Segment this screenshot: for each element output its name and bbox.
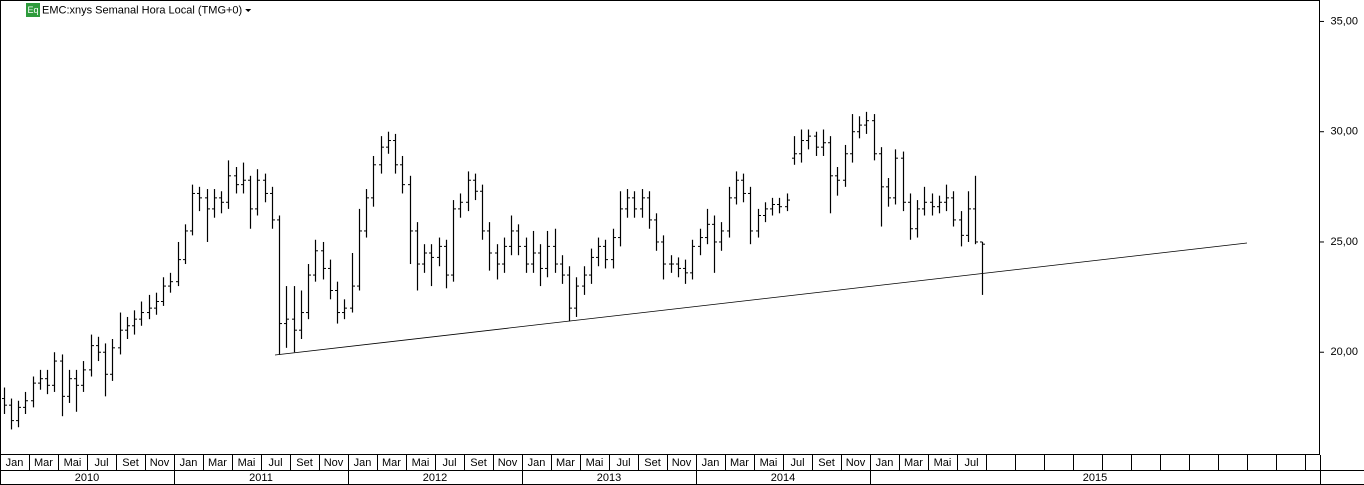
y-tick-label: 30,00: [1330, 126, 1358, 138]
month-label: Nov: [150, 457, 170, 469]
month-label: Jan: [702, 457, 720, 469]
month-label: Nov: [672, 457, 692, 469]
badge-box: [26, 3, 40, 17]
month-label: Mar: [556, 457, 575, 469]
year-label: 2013: [597, 472, 621, 484]
badge: Eq: [27, 5, 38, 15]
month-label: Jan: [6, 457, 24, 469]
month-label: Mai: [934, 457, 952, 469]
y-tick-label: 20,00: [1330, 346, 1358, 358]
month-label: Jan: [354, 457, 372, 469]
month-label: Nov: [846, 457, 866, 469]
month-label: Jul: [964, 457, 978, 469]
year-label: 2010: [75, 472, 99, 484]
month-label: Set: [122, 457, 139, 469]
month-label: Mar: [382, 457, 401, 469]
plot-frame: [0, 0, 1320, 455]
dropdown-caret[interactable]: [245, 9, 252, 12]
month-label: Jul: [268, 457, 282, 469]
month-label: Mai: [586, 457, 604, 469]
month-label: Mai: [64, 457, 82, 469]
month-label: Jan: [876, 457, 894, 469]
month-label: Mai: [412, 457, 430, 469]
y-tick-label: 25,00: [1330, 236, 1358, 248]
month-label: Mai: [238, 457, 256, 469]
year-label: 2014: [771, 472, 795, 484]
month-label: Mai: [760, 457, 778, 469]
year-label: 2012: [423, 472, 447, 484]
month-label: Jul: [790, 457, 804, 469]
month-label: Set: [644, 457, 661, 469]
month-label: Set: [818, 457, 835, 469]
month-label: Mar: [208, 457, 227, 469]
month-label: Mar: [34, 457, 53, 469]
month-label: Nov: [498, 457, 518, 469]
month-label: Mar: [904, 457, 923, 469]
year-label: 2015: [1083, 472, 1107, 484]
month-label: Jul: [616, 457, 630, 469]
chart-title[interactable]: EMC:xnys Semanal Hora Local (TMG+0): [42, 4, 242, 16]
month-label: Jan: [528, 457, 546, 469]
month-label: Jul: [94, 457, 108, 469]
month-label: Jul: [442, 457, 456, 469]
year-label: 2011: [249, 472, 273, 484]
month-label: Nov: [324, 457, 344, 469]
month-label: Mar: [730, 457, 749, 469]
y-tick-label: 35,00: [1330, 15, 1358, 27]
trend-line: [274, 242, 1248, 356]
month-label: Jan: [180, 457, 198, 469]
month-label: Set: [470, 457, 487, 469]
month-label: Set: [296, 457, 313, 469]
